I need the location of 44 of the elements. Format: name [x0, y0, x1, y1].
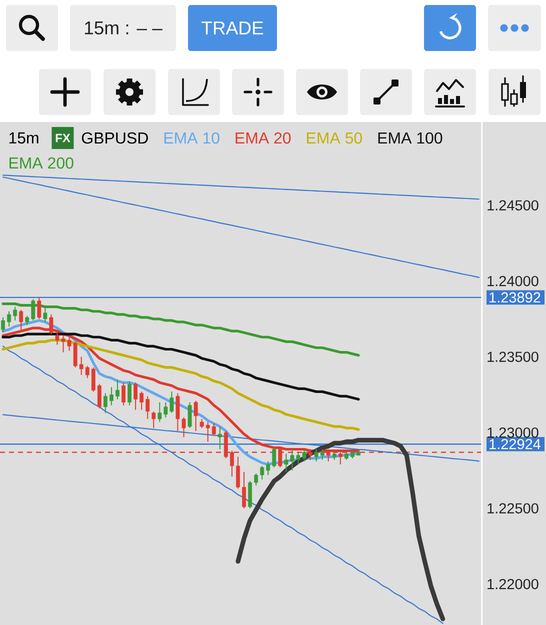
candlestick	[218, 426, 222, 450]
candlestick	[97, 384, 102, 409]
candlestick	[260, 465, 264, 480]
text: EMA 200	[10, 157, 74, 169]
candlestick	[1, 316, 5, 334]
candlestick	[242, 471, 246, 509]
candlestick	[272, 447, 276, 468]
y-tick-label: 1.23892	[490, 292, 540, 303]
text: TRADE	[202, 22, 264, 34]
text: EMA 50	[307, 132, 362, 144]
candlestick	[152, 410, 156, 429]
candlestick	[122, 382, 126, 406]
candlestick	[236, 456, 240, 490]
y-tick-label: 1.24500	[488, 200, 538, 210]
candlestick	[128, 380, 132, 406]
text: 15m : – –	[84, 22, 162, 34]
candlestick	[7, 310, 11, 328]
candlestick	[134, 382, 138, 410]
candlestick	[188, 402, 192, 429]
text: GBPUSD	[82, 132, 148, 144]
text: 15m	[9, 132, 38, 144]
text: EMA 100	[378, 132, 442, 144]
candlestick	[25, 315, 30, 326]
y-tick-label: 1.23500	[488, 352, 538, 362]
candlestick	[110, 386, 114, 406]
candlestick	[254, 472, 258, 486]
candlestick	[212, 422, 216, 436]
y-tick-label: 1.22924	[490, 438, 540, 450]
candlestick	[13, 306, 18, 321]
candlestick	[91, 366, 96, 392]
y-tick-label: 1.24000	[488, 276, 538, 286]
y-tick-label: 1.22000	[488, 578, 538, 590]
candlestick	[194, 400, 198, 432]
candlestick	[116, 379, 120, 400]
candlestick	[266, 460, 270, 476]
y-tick-label: 1.22500	[488, 503, 538, 514]
candlestick	[103, 392, 108, 414]
candlestick	[140, 391, 144, 410]
candlestick	[146, 396, 150, 420]
text: EMA 20	[236, 132, 291, 144]
y-tick-label: 1.23000	[488, 427, 538, 438]
text: EMA 10	[164, 132, 220, 144]
candlestick	[37, 297, 42, 320]
annotation: FX	[56, 134, 70, 142]
